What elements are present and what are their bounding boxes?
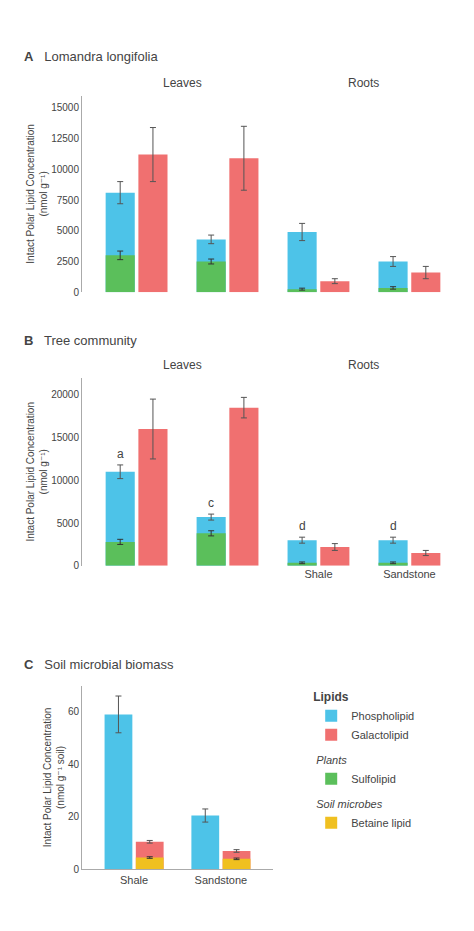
svg-text:a: a	[117, 447, 124, 461]
svg-text:d: d	[390, 519, 397, 533]
svg-text:12500: 12500	[51, 133, 79, 144]
svg-text:Roots: Roots	[348, 76, 379, 90]
svg-text:Intact Polar Lipid Concentrati: Intact Polar Lipid Concentration(nmol g⁻…	[25, 124, 49, 264]
svg-text:5000: 5000	[57, 518, 80, 529]
svg-text:Leaves: Leaves	[163, 76, 202, 90]
svg-text:15000: 15000	[51, 432, 79, 443]
svg-text:d: d	[299, 519, 306, 533]
svg-text:c: c	[208, 496, 214, 510]
svg-text:10000: 10000	[51, 164, 79, 175]
svg-text:B Tree community: B Tree community	[24, 333, 137, 348]
svg-text:Sulfolipid: Sulfolipid	[351, 773, 396, 785]
svg-text:Shale: Shale	[304, 568, 332, 580]
svg-text:60: 60	[68, 706, 80, 717]
svg-text:20000: 20000	[51, 389, 79, 400]
svg-text:7500: 7500	[57, 195, 80, 206]
svg-text:Intact Polar Lipid Concentrati: Intact Polar Lipid Concentration(nmol g⁻…	[42, 708, 66, 848]
svg-text:Shale: Shale	[120, 874, 148, 886]
svg-text:Sandstone: Sandstone	[195, 874, 248, 886]
svg-text:Plants: Plants	[316, 754, 347, 766]
svg-text:Intact Polar Lipid Concentrati: Intact Polar Lipid Concentration(nmol g⁻…	[25, 402, 49, 542]
svg-text:40: 40	[68, 759, 80, 770]
svg-text:A Lomandra longifolia: A Lomandra longifolia	[24, 49, 158, 64]
svg-text:0: 0	[73, 287, 79, 298]
svg-text:Galactolipid: Galactolipid	[351, 729, 408, 741]
svg-text:Lipids: Lipids	[313, 690, 349, 704]
svg-text:2500: 2500	[57, 256, 80, 267]
svg-text:Sandstone: Sandstone	[383, 568, 436, 580]
svg-text:C Soil microbial biomass: C Soil microbial biomass	[24, 657, 174, 672]
svg-text:20: 20	[68, 811, 80, 822]
svg-text:Leaves: Leaves	[163, 358, 202, 372]
svg-text:15000: 15000	[51, 102, 79, 113]
svg-text:Roots: Roots	[348, 358, 379, 372]
svg-text:Soil microbes: Soil microbes	[316, 798, 383, 810]
svg-text:Betaine lipid: Betaine lipid	[351, 817, 411, 829]
svg-text:Phospholipid: Phospholipid	[351, 710, 414, 722]
svg-text:0: 0	[73, 560, 79, 571]
svg-text:10000: 10000	[51, 475, 79, 486]
svg-text:0: 0	[73, 864, 79, 875]
svg-text:5000: 5000	[57, 225, 80, 236]
